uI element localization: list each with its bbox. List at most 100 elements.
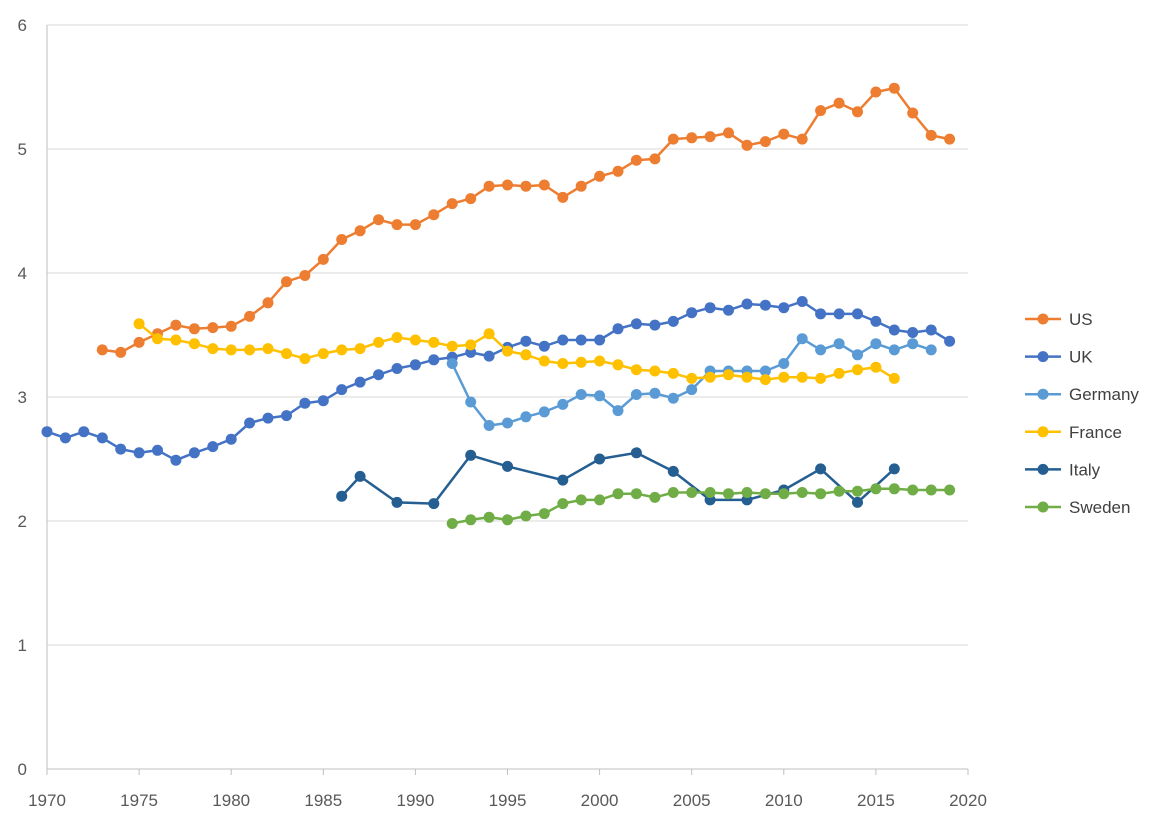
data-point-france	[723, 369, 734, 381]
x-tick-label: 2015	[857, 791, 895, 810]
data-point-germany	[520, 411, 532, 423]
data-point-france	[538, 355, 550, 367]
data-point-us	[704, 131, 716, 143]
data-point-sweden	[888, 483, 900, 495]
data-point-uk	[759, 299, 771, 311]
data-point-italy	[630, 447, 642, 459]
data-point-us	[594, 170, 606, 182]
data-point-uk	[428, 354, 440, 366]
data-point-france	[354, 343, 366, 355]
data-point-us	[907, 107, 919, 119]
data-point-sweden	[594, 494, 606, 506]
data-point-france	[244, 344, 256, 356]
data-point-us	[354, 225, 366, 237]
legend-label-italy: Italy	[1069, 460, 1101, 479]
data-point-uk	[741, 298, 753, 310]
data-point-uk	[299, 397, 311, 409]
data-point-sweden	[630, 488, 642, 500]
data-point-france	[188, 338, 200, 350]
data-point-sweden	[925, 484, 937, 496]
data-point-italy	[888, 463, 900, 475]
x-tick-label: 1975	[120, 791, 158, 810]
data-point-us	[483, 180, 495, 192]
y-tick-label: 3	[18, 388, 27, 407]
data-point-uk	[796, 296, 808, 307]
data-point-germany	[502, 417, 513, 429]
data-point-us	[262, 297, 274, 309]
data-point-us	[557, 191, 569, 203]
data-point-italy	[391, 496, 403, 508]
data-point-germany	[852, 349, 863, 361]
legend-marker-uk	[1037, 351, 1049, 363]
data-point-france	[317, 348, 329, 360]
data-point-uk	[244, 417, 256, 429]
data-point-us	[465, 193, 477, 205]
data-point-uk	[852, 308, 863, 320]
legend-label-france: France	[1069, 423, 1122, 442]
data-point-france	[446, 340, 458, 352]
data-point-france	[133, 318, 145, 330]
data-point-france	[502, 345, 513, 357]
data-point-germany	[446, 358, 458, 369]
data-point-sweden	[852, 485, 863, 497]
y-tick-label: 6	[18, 16, 27, 35]
legend-marker-sweden	[1037, 501, 1049, 513]
legend-marker-us	[1037, 313, 1049, 325]
data-point-us	[925, 129, 937, 141]
data-point-sweden	[759, 488, 771, 500]
data-point-italy	[557, 474, 569, 486]
legend-marker-italy	[1037, 463, 1049, 475]
data-point-sweden	[870, 483, 882, 495]
data-point-france	[594, 355, 606, 367]
data-point-france	[391, 332, 403, 343]
data-point-uk	[667, 315, 679, 327]
data-point-france	[704, 371, 716, 383]
data-point-sweden	[483, 511, 495, 523]
data-point-italy	[815, 463, 827, 475]
data-point-us	[741, 139, 753, 151]
data-point-france	[667, 367, 679, 379]
data-point-sweden	[815, 488, 827, 500]
legend-item-germany: Germany	[1025, 385, 1139, 404]
data-point-us	[759, 136, 771, 148]
data-point-us	[870, 86, 882, 98]
data-point-uk	[373, 369, 385, 381]
data-point-uk	[575, 334, 587, 346]
data-point-us	[96, 344, 108, 356]
data-point-us	[428, 209, 440, 221]
data-point-uk	[225, 433, 237, 445]
data-point-us	[815, 105, 827, 117]
data-point-uk	[594, 334, 606, 346]
x-tick-label: 2020	[949, 791, 987, 810]
data-point-uk	[133, 447, 145, 459]
data-point-germany	[888, 344, 900, 356]
data-point-uk	[778, 302, 790, 314]
data-point-sweden	[723, 488, 734, 500]
y-tick-label: 5	[18, 140, 27, 159]
data-point-france	[630, 364, 642, 376]
data-point-sweden	[907, 484, 919, 496]
data-point-sweden	[833, 485, 845, 497]
data-point-france	[409, 334, 421, 346]
data-point-sweden	[538, 508, 550, 520]
data-point-us	[225, 320, 237, 332]
data-point-us	[649, 153, 661, 165]
data-point-germany	[465, 396, 477, 408]
data-point-sweden	[944, 484, 956, 496]
data-point-germany	[612, 405, 624, 417]
data-point-us	[373, 214, 385, 226]
y-tick-label: 2	[18, 512, 27, 531]
data-point-france	[815, 372, 827, 384]
data-point-us	[538, 179, 550, 191]
data-point-france	[833, 367, 845, 379]
legend-item-sweden: Sweden	[1025, 498, 1130, 517]
data-point-italy	[336, 490, 348, 502]
legend-marker-france	[1037, 426, 1049, 438]
data-point-us	[336, 234, 348, 245]
data-point-sweden	[796, 487, 808, 498]
data-point-france	[575, 356, 587, 368]
data-point-germany	[483, 420, 495, 431]
data-point-sweden	[520, 510, 532, 522]
x-tick-label: 1980	[212, 791, 250, 810]
